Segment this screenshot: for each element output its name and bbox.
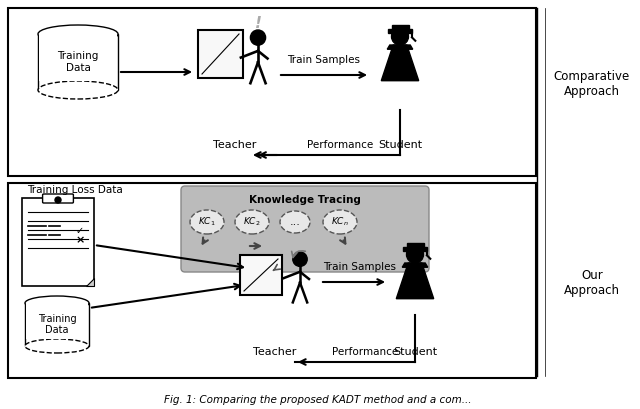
Text: Performance: Performance — [307, 140, 373, 150]
Ellipse shape — [38, 81, 118, 99]
Text: Student: Student — [378, 140, 422, 150]
FancyBboxPatch shape — [406, 243, 424, 247]
Text: Teacher: Teacher — [253, 347, 297, 357]
Circle shape — [55, 197, 61, 203]
FancyBboxPatch shape — [22, 198, 94, 286]
Text: Training
Data: Training Data — [38, 314, 76, 335]
Text: ...: ... — [289, 217, 300, 227]
Circle shape — [392, 28, 408, 45]
Text: Our
Approach: Our Approach — [564, 269, 620, 297]
Bar — [38, 34, 118, 90]
Text: Training Loss Data: Training Loss Data — [27, 185, 123, 195]
Bar — [39, 34, 117, 81]
Ellipse shape — [323, 210, 357, 234]
Text: Student: Student — [393, 347, 437, 357]
Text: $KC_1$: $KC_1$ — [198, 216, 216, 228]
Text: ×: × — [76, 235, 84, 245]
Ellipse shape — [235, 210, 269, 234]
Text: $KC_n$: $KC_n$ — [331, 216, 349, 228]
Bar — [26, 303, 88, 339]
Polygon shape — [396, 263, 434, 299]
Ellipse shape — [190, 210, 224, 234]
Text: ✓: ✓ — [76, 226, 84, 236]
Bar — [388, 29, 412, 33]
Bar — [25, 303, 89, 346]
Text: Train Samples: Train Samples — [287, 55, 360, 65]
Polygon shape — [381, 45, 419, 81]
Polygon shape — [86, 278, 94, 286]
Text: !: ! — [255, 16, 262, 31]
Text: Performance: Performance — [332, 347, 398, 357]
Bar — [403, 247, 427, 251]
FancyBboxPatch shape — [43, 194, 74, 203]
FancyBboxPatch shape — [181, 186, 429, 272]
Text: $KC_2$: $KC_2$ — [243, 216, 260, 228]
Ellipse shape — [280, 211, 310, 233]
Text: Comparative
Approach: Comparative Approach — [554, 70, 630, 98]
Polygon shape — [387, 45, 413, 49]
Text: Fig. 1: Comparing the proposed KADT method and a com...: Fig. 1: Comparing the proposed KADT meth… — [164, 395, 472, 405]
Polygon shape — [403, 263, 428, 267]
FancyBboxPatch shape — [240, 255, 282, 295]
Circle shape — [406, 246, 424, 263]
FancyBboxPatch shape — [392, 25, 408, 29]
Ellipse shape — [38, 25, 118, 43]
FancyBboxPatch shape — [8, 8, 536, 176]
Circle shape — [293, 252, 307, 266]
Text: Training
Data: Training Data — [58, 51, 99, 73]
FancyBboxPatch shape — [198, 30, 243, 78]
Ellipse shape — [25, 339, 89, 353]
Text: Train Samples: Train Samples — [323, 262, 397, 272]
Text: Teacher: Teacher — [213, 140, 257, 150]
Text: Knowledge Tracing: Knowledge Tracing — [249, 195, 361, 205]
Circle shape — [250, 30, 266, 45]
FancyBboxPatch shape — [8, 183, 536, 378]
Ellipse shape — [25, 296, 89, 310]
